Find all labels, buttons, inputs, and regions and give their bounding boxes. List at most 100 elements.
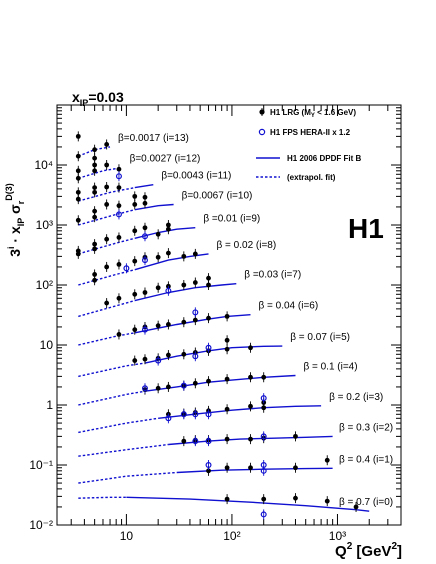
fps-point bbox=[205, 438, 212, 445]
lrg-point bbox=[75, 168, 81, 174]
beta-label-i1: β = 0.4 (i=1) bbox=[339, 454, 393, 465]
x-axis-label: Q2 [GeV2] bbox=[335, 541, 402, 560]
lrg-point bbox=[116, 166, 122, 172]
lrg-point bbox=[104, 202, 110, 207]
lrg-point bbox=[116, 185, 122, 191]
fit-curve-i8 bbox=[134, 253, 209, 271]
lrg-point bbox=[75, 175, 81, 181]
fps-point bbox=[141, 257, 148, 264]
plot-frame bbox=[56, 104, 402, 526]
y-axis-label: 3i · xIP σrD(3) bbox=[4, 183, 26, 257]
beta-label-i10: β=0.0067 (i=10) bbox=[182, 190, 253, 201]
lrg-point bbox=[132, 358, 138, 363]
lrg-point bbox=[116, 262, 122, 267]
lrg-point bbox=[142, 200, 148, 206]
extrap-curve-i0 bbox=[78, 496, 127, 499]
x-tick-label: 10³ bbox=[329, 529, 346, 543]
lrg-point bbox=[353, 504, 359, 510]
fit-curve-i11 bbox=[134, 184, 154, 189]
lrg-point bbox=[75, 189, 81, 195]
lrg-point bbox=[132, 193, 138, 199]
fps-point bbox=[123, 265, 130, 272]
lrg-point bbox=[206, 282, 211, 288]
lrg-point bbox=[75, 251, 81, 257]
legend-lrg-text: H1 LRG (MY < 1.6 GeV) bbox=[270, 108, 356, 119]
lrg-point bbox=[92, 214, 98, 220]
y-tick-label: 10⁻¹ bbox=[29, 458, 53, 472]
lrg-point bbox=[132, 228, 138, 234]
y-tick-label: 10² bbox=[36, 278, 53, 292]
lrg-point bbox=[261, 405, 267, 411]
fps-point bbox=[141, 385, 148, 392]
lrg-point bbox=[224, 376, 230, 382]
beta-label-i13: β=0.0017 (i=13) bbox=[118, 133, 189, 144]
legend-fps-marker bbox=[258, 128, 266, 136]
lrg-point bbox=[92, 272, 98, 277]
lrg-point bbox=[192, 380, 198, 386]
fps-point bbox=[205, 411, 212, 418]
lrg-point bbox=[224, 337, 230, 343]
fps-point bbox=[165, 287, 172, 294]
lrg-point bbox=[165, 352, 171, 358]
y-tick-label: 10 bbox=[40, 338, 54, 352]
x-tick-label: 10² bbox=[223, 529, 240, 543]
legend-fps-text: H1 FPS HERA-II x 1.2 bbox=[270, 128, 351, 137]
lrg-point bbox=[248, 345, 253, 351]
beta-label-i2: β = 0.3 (i=2) bbox=[339, 422, 393, 433]
fit-curve-i2 bbox=[168, 435, 333, 446]
fps-point bbox=[205, 462, 212, 469]
lrg-point bbox=[92, 147, 98, 153]
lrg-point bbox=[104, 184, 110, 190]
lrg-point bbox=[155, 323, 161, 329]
lrg-point bbox=[155, 385, 161, 391]
fps-point bbox=[192, 411, 199, 418]
lrg-point bbox=[224, 313, 230, 319]
lrg-point bbox=[104, 300, 110, 306]
lrg-point bbox=[92, 168, 98, 174]
lrg-point bbox=[181, 253, 187, 259]
legend: H1 LRG (MY < 1.6 GeV) H1 FPS HERA-II x 1… bbox=[256, 108, 361, 182]
lrg-point bbox=[192, 251, 198, 257]
lrg-point bbox=[206, 378, 211, 384]
lrg-point bbox=[132, 291, 138, 297]
lrg-point bbox=[324, 457, 330, 463]
beta-label-i11: β=0.0043 (i=11) bbox=[161, 171, 231, 182]
plot-area: 10 10² 10³ 10⁻² 10⁻¹ 1 10 10² 10³ 10⁴ β=0.0017 (i=… bbox=[29, 104, 402, 543]
beta-label-i12: β=0.0027 (i=12) bbox=[130, 154, 201, 165]
lrg-point bbox=[92, 162, 98, 168]
extrap-curve-i1 bbox=[78, 471, 177, 484]
lrg-point bbox=[75, 133, 81, 139]
lrg-point bbox=[104, 236, 110, 242]
y-tick-label: 10⁴ bbox=[34, 158, 53, 172]
lrg-point bbox=[142, 290, 148, 295]
y-tick-label: 10³ bbox=[36, 218, 53, 232]
y-tick-label: 1 bbox=[46, 398, 53, 412]
lrg-point bbox=[142, 356, 148, 362]
fit-curve-i7 bbox=[134, 283, 237, 302]
lrg-point bbox=[206, 315, 211, 321]
fps-point bbox=[260, 395, 267, 402]
lrg-point bbox=[261, 374, 267, 380]
lrg-point bbox=[165, 250, 171, 256]
lrg-point bbox=[132, 258, 138, 264]
fps-point bbox=[155, 357, 162, 364]
lrg-point bbox=[248, 374, 253, 380]
lrg-point bbox=[181, 282, 187, 288]
lrg-point bbox=[165, 226, 171, 232]
lrg-point bbox=[261, 496, 267, 502]
lrg-point bbox=[75, 196, 81, 202]
lrg-point bbox=[192, 317, 198, 323]
y-tick-label: 10⁻² bbox=[29, 518, 53, 532]
lrg-point bbox=[248, 465, 253, 471]
extrap-curve-i11 bbox=[78, 186, 135, 202]
fps-point bbox=[165, 415, 172, 422]
lrg-point bbox=[116, 203, 122, 209]
beta-label-i4: β = 0.1 (i=4) bbox=[303, 362, 357, 373]
lrg-point bbox=[224, 346, 230, 352]
lrg-point bbox=[116, 235, 122, 240]
lrg-point bbox=[92, 208, 98, 214]
lrg-point bbox=[192, 280, 198, 285]
fps-point bbox=[260, 433, 267, 440]
lrg-point bbox=[104, 142, 110, 147]
lrg-point bbox=[155, 254, 161, 260]
